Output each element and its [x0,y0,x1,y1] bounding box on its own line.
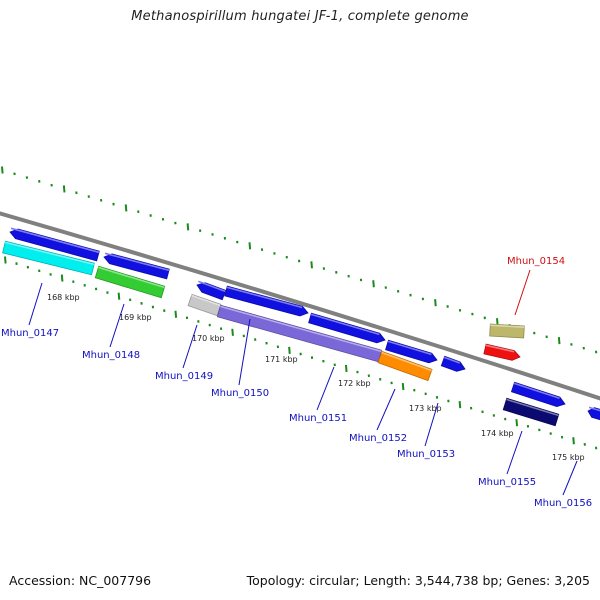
backbone-line [0,211,600,401]
feature-cds-khaki [489,323,525,339]
outer-scale-major-tick [1,166,4,174]
feature-gene-upper-6 [385,339,438,364]
inner-scale-major-tick [458,401,462,409]
outer-scale-major-tick [372,280,375,288]
gene-label-leader [514,269,531,316]
genome-backbone [0,211,600,401]
feature-gene-upper-7 [440,355,466,372]
gene-features [2,227,600,427]
feature-cds-slateblue [216,304,383,363]
gene-label-leader [182,324,198,369]
scale-label: 169 kbp [119,313,152,322]
scale-label: 168 kbp [47,293,80,302]
gene-label-mhun-0151[interactable]: Mhun_0151 [289,413,347,424]
map-title: Methanospirillum hungatei JF-1, complete… [131,9,469,24]
gene-label-mhun-0150[interactable]: Mhun_0150 [211,388,269,399]
gene-label-leader [109,303,125,348]
outer-scale-major-tick [310,261,313,269]
gene-label-mhun-0148[interactable]: Mhun_0148 [82,350,140,361]
outer-scale-major-tick [186,223,190,231]
inner-scale-major-tick [401,382,405,391]
gene-label-leader [316,366,335,411]
scale-label: 172 kbp [338,379,371,388]
gene-label-mhun-0155[interactable]: Mhun_0155 [478,477,536,488]
gene-label-mhun-0153[interactable]: Mhun_0153 [397,449,455,460]
feature-gene-upper-1 [9,227,100,262]
scale-labels: 168 kbp 169 kbp 170 kbp 171 kbp 172 kbp 173 k… [47,293,585,462]
scale-label: 171 kbp [265,355,298,364]
inner-scale-major-tick [344,364,348,373]
feature-cds-green [94,265,166,299]
feature-cds-gray [187,293,222,317]
gene-label-mhun-0154[interactable]: Mhun_0154 [507,256,565,267]
gene-label-leader [238,318,251,386]
topology-summary: Topology: circular; Length: 3,544,738 bp… [246,573,590,588]
feature-gene-upper-5 [308,312,386,344]
inner-scale-major-tick [117,292,121,300]
outer-scale-major-tick [62,185,66,193]
feature-gene-upper-8 [510,381,566,407]
outer-scale-major-tick [248,242,252,250]
feature-cds-navy [502,397,560,427]
gene-label-leader [562,460,578,496]
scale-label: 174 kbp [481,429,514,438]
feature-cds-red [483,343,521,361]
accession-text: Accession: NC_007796 [9,573,152,588]
inner-scale-major-tick [4,256,7,264]
feature-cds-orange [377,350,433,382]
inner-scale-major-tick [515,419,519,427]
outer-scale-major-tick [496,318,499,326]
feature-cds-cyan [2,240,95,276]
gene-label-mhun-0156[interactable]: Mhun_0156 [534,498,592,509]
gene-label-leader [376,388,396,431]
gene-label-mhun-0149[interactable]: Mhun_0149 [155,371,213,382]
gene-label-leader [28,282,43,326]
feature-gene-upper-9 [587,406,600,421]
inner-scale-major-tick [572,437,575,445]
outer-scale-major-tick [557,337,561,345]
gene-label-mhun-0147[interactable]: Mhun_0147 [1,328,59,339]
gene-label-leader [424,402,439,447]
inner-scale-major-tick [231,328,234,336]
feature-gene-upper-2 [103,252,170,280]
scale-ticks [1,166,598,450]
outer-scale-major-tick [124,204,128,212]
outer-scale-major-tick [434,299,437,307]
inner-scale-major-tick [174,310,178,318]
scale-label: 170 kbp [192,334,225,343]
feature-gene-upper-3 [196,280,227,301]
inner-scale-major-tick [288,346,291,354]
gene-label-leader [506,430,523,475]
gene-label-mhun-0152[interactable]: Mhun_0152 [349,433,407,444]
scale-label: 175 kbp [552,453,585,462]
inner-scale-major-tick [60,274,64,282]
gene-labels: Mhun_0147 Mhun_0148 Mhun_0149 Mhun_0150 Mhun… [1,256,592,509]
feature-gene-upper-4 [224,285,309,317]
scale-label: 173 kbp [409,404,442,413]
